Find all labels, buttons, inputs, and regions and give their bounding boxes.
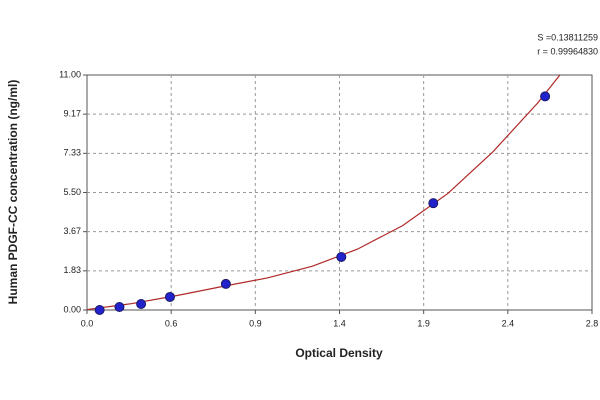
x-tick-label: 1.9 <box>417 318 430 328</box>
data-point <box>164 291 175 302</box>
y-tick-label: 3.67 <box>63 226 81 236</box>
y-tick-label: 1.83 <box>63 265 81 275</box>
x-tick-label: 0.0 <box>81 318 94 328</box>
x-tick-label: 2.4 <box>502 318 515 328</box>
x-tick-label: 1.4 <box>333 318 346 328</box>
x-tick-label: 0.6 <box>165 318 178 328</box>
annotation: r = 0.99964830 <box>537 46 598 56</box>
annotation: S =0.13811259 <box>537 32 598 42</box>
data-point <box>428 198 439 209</box>
y-tick-label: 7.33 <box>63 148 81 158</box>
data-point <box>114 302 125 313</box>
y-tick-label: 5.50 <box>63 187 81 197</box>
y-axis-label: Human PDGF-CC concentration (ng/ml) <box>6 80 20 305</box>
data-point <box>136 299 147 310</box>
y-tick-label: 0.00 <box>63 304 81 314</box>
x-tick-label: 0.9 <box>249 318 262 328</box>
data-point <box>94 305 105 315</box>
x-tick-label: 2.8 <box>586 318 599 328</box>
data-point <box>336 252 347 263</box>
data-point <box>540 91 551 102</box>
y-tick-label: 9.17 <box>63 109 81 119</box>
y-tick-label: 11.00 <box>59 69 81 79</box>
x-axis-label: Optical Density <box>295 346 383 360</box>
data-point <box>220 278 231 289</box>
